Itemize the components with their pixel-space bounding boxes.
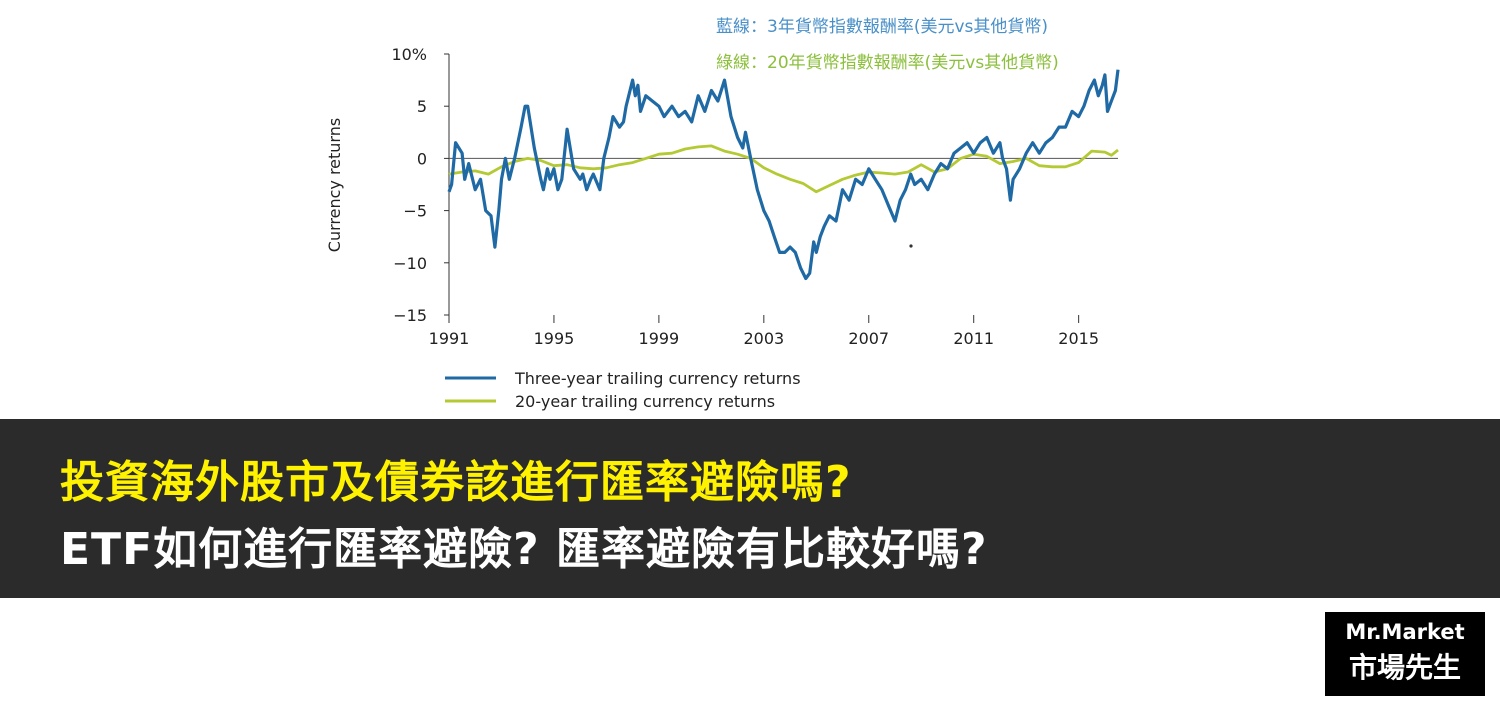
x-tick-label: 2015	[1058, 329, 1099, 348]
logo-english: Mr.Market	[1345, 620, 1465, 644]
y-tick-label: −15	[393, 306, 427, 325]
y-axis: 10% 5 0 −5 −10 −15 Currency returns	[325, 45, 1118, 325]
x-tick-label: 2011	[953, 329, 994, 348]
stray-dot	[909, 244, 913, 248]
y-axis-label: Currency returns	[325, 118, 344, 252]
y-tick-label: −10	[393, 254, 427, 273]
legend: Three-year trailing currency returns 20-y…	[445, 369, 801, 411]
legend-label: Three-year trailing currency returns	[514, 369, 801, 388]
x-tick-label: 1991	[429, 329, 470, 348]
x-tick-label: 1995	[534, 329, 575, 348]
headline-banner	[0, 419, 1500, 598]
y-tick-label: 10%	[391, 45, 427, 64]
y-tick-label: −5	[403, 202, 427, 221]
x-axis: 1991 1995 1999 2003 2007 2011 2015	[429, 315, 1099, 348]
logo-chinese: 市場先生	[1348, 651, 1461, 684]
y-tick-label: 5	[417, 97, 427, 116]
series-three-year-line	[447, 69, 1120, 281]
legend-label: 20-year trailing currency returns	[515, 392, 775, 411]
blue-line-annotation: 藍線：3年貨幣指數報酬率(美元vs其他貨幣)	[716, 17, 1048, 37]
x-tick-label: 2007	[848, 329, 889, 348]
plot-area	[447, 69, 1120, 281]
mr-market-logo: Mr.Market 市場先生	[1325, 612, 1485, 696]
x-tick-label: 1999	[639, 329, 680, 348]
green-line-annotation: 綠線：20年貨幣指數報酬率(美元vs其他貨幣)	[716, 53, 1059, 73]
headline-line-2: ETF如何進行匯率避險? 匯率避險有比較好嗎?	[60, 524, 988, 575]
y-tick-label: 0	[417, 149, 427, 168]
series-twenty-year-line	[448, 144, 1119, 194]
headline-line-1: 投資海外股市及債券該進行匯率避險嗎?	[60, 457, 852, 508]
x-tick-label: 2003	[743, 329, 784, 348]
